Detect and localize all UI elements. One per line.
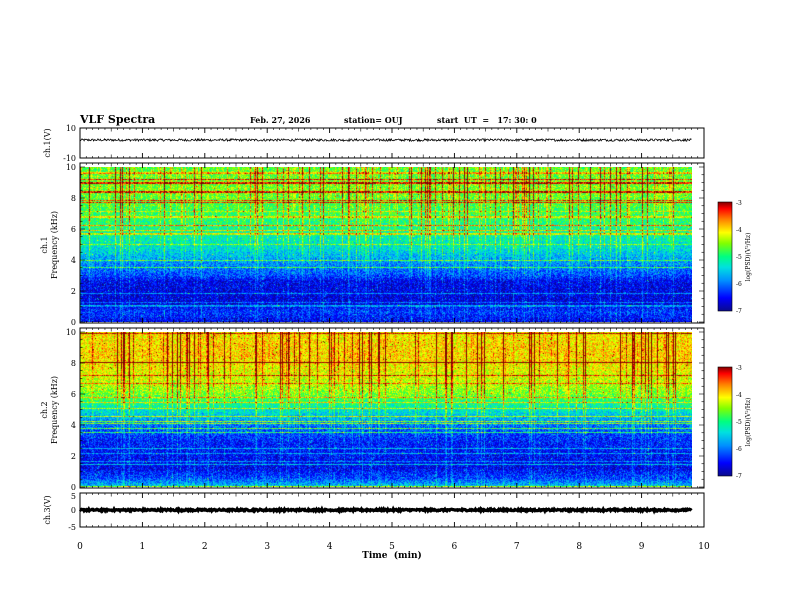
- ch1-ytick-bottom: -10: [63, 154, 76, 163]
- ch3-ylabel: ch.3(V): [43, 495, 52, 524]
- ch2-colorbar: -3 -4 -5 -6 -7 log(PSD)(V²/Hz): [717, 365, 752, 480]
- xtick-label-9: 9: [639, 542, 645, 552]
- date-label: Feb. 27, 2026: [250, 115, 311, 125]
- ch2-cbar-tick-m3: -3: [736, 365, 742, 372]
- xtick-label-4: 4: [327, 542, 333, 552]
- xtick-label-5: 5: [389, 542, 395, 552]
- ch2-ytick-4: 4: [71, 421, 76, 430]
- ch1-ytick-top: 10: [66, 124, 76, 133]
- ch2-cbar-tick-m6: -6: [736, 446, 742, 453]
- ch1-waveform-trace: [79, 137, 692, 143]
- ch2-ylabel-channel: ch.2: [40, 401, 49, 418]
- ch1-cbar-tick-m6: -6: [736, 281, 742, 288]
- ch1-waveform-panel: 10 -10 ch.1(V): [43, 124, 705, 163]
- xtick-label-7: 7: [514, 542, 520, 552]
- xtick-label-10: 10: [698, 542, 710, 552]
- ch1-cbar-tick-m5: -5: [736, 254, 742, 261]
- xtick-label-3: 3: [264, 542, 270, 552]
- ch3-waveform-trace: [78, 505, 693, 515]
- ch3-ytick-m5: -5: [68, 523, 76, 532]
- ch2-spectrogram-image: [80, 332, 692, 487]
- ch2-ytick-0: 0: [71, 483, 76, 492]
- ch2-cbar-tick-m7: -7: [736, 473, 742, 480]
- ch1-ytick-8: 8: [71, 194, 76, 203]
- ch1-ytick-10: 10: [66, 163, 76, 172]
- xtick-label-6: 6: [452, 542, 458, 552]
- ch3-waveform-panel: 5 0 -5 ch.3(V): [43, 492, 705, 532]
- ch2-ytick-6: 6: [71, 390, 76, 399]
- x-axis: 0 1 2 3 4 5 6 7 8 9 10 Time (min): [77, 542, 710, 561]
- ch1-spectrogram-panel: 0 2 4 6 8 10 ch.1 Frequency (kHz): [40, 162, 705, 327]
- x-axis-label: Time (min): [362, 550, 422, 561]
- ch2-cbar-tick-m5: -5: [736, 419, 742, 426]
- xtick-label-1: 1: [140, 542, 146, 552]
- ch3-ytick-0: 0: [71, 506, 76, 515]
- ch1-ytick-2: 2: [71, 287, 76, 296]
- ch2-ytick-10: 10: [66, 328, 76, 337]
- ch1-ylabel: ch.1(V): [43, 128, 52, 157]
- ch2-cbar-label: log(PSD)(V²/Hz): [745, 398, 752, 447]
- ch1-ytick-6: 6: [71, 225, 76, 234]
- ch2-spectrogram-panel: 0 2 4 6 8 10 ch.2 Frequency (kHz): [40, 327, 705, 492]
- ch2-ytick-2: 2: [71, 452, 76, 461]
- ch1-ytick-0: 0: [71, 318, 76, 327]
- ch1-colorbar: -3 -4 -5 -6 -7 log(PSD)(V²/Hz): [717, 200, 752, 315]
- ch1-ylabel-channel: ch.1: [40, 236, 49, 253]
- ch2-ytick-8: 8: [71, 359, 76, 368]
- ch3-ytick-5: 5: [71, 492, 76, 501]
- xtick-label-2: 2: [202, 542, 208, 552]
- ch1-ytick-4: 4: [71, 256, 76, 265]
- ch2-ylabel-frequency: Frequency (kHz): [50, 376, 59, 444]
- ch2-cbar-tick-m4: -4: [736, 392, 742, 399]
- xtick-label-8: 8: [576, 542, 582, 552]
- ch1-cbar-label: log(PSD)(V²/Hz): [745, 233, 752, 282]
- station-label: station= OUJ: [344, 115, 403, 125]
- ch1-ylabel-frequency: Frequency (kHz): [50, 211, 59, 279]
- ch1-spectrogram-image: [80, 167, 692, 322]
- ch1-cbar-tick-m7: -7: [736, 308, 742, 315]
- ch1-cbar-tick-m4: -4: [736, 227, 742, 234]
- xtick-label-0: 0: [77, 542, 83, 552]
- figure-title: VLF Spectra: [79, 113, 155, 126]
- ch1-cbar-tick-m3: -3: [736, 200, 742, 207]
- start-ut-label: start UT = 17: 30: 0: [437, 115, 537, 125]
